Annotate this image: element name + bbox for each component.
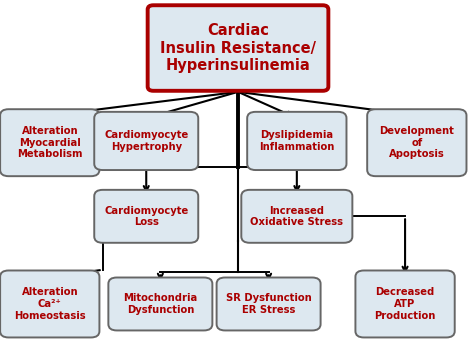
FancyBboxPatch shape [0,109,100,176]
FancyBboxPatch shape [148,5,328,91]
Text: Cardiomyocyte
Loss: Cardiomyocyte Loss [104,206,188,227]
FancyBboxPatch shape [109,277,212,331]
FancyBboxPatch shape [0,270,100,338]
Text: Increased
Oxidative Stress: Increased Oxidative Stress [250,206,343,227]
Text: Cardiomyocyte
Hypertrophy: Cardiomyocyte Hypertrophy [104,130,188,152]
Text: Mitochondria
Dysfunction: Mitochondria Dysfunction [123,293,198,315]
Text: Development
of
Apoptosis: Development of Apoptosis [379,126,454,159]
FancyBboxPatch shape [367,109,466,176]
FancyBboxPatch shape [247,112,346,170]
FancyBboxPatch shape [356,270,455,338]
Text: Dyslipidemia
Inflammation: Dyslipidemia Inflammation [259,130,335,152]
Text: SR Dysfunction
ER Stress: SR Dysfunction ER Stress [226,293,311,315]
Text: Cardiac
Insulin Resistance/
Hyperinsulinemia: Cardiac Insulin Resistance/ Hyperinsulin… [160,23,316,73]
Text: Alteration
Ca²⁺
Homeostasis: Alteration Ca²⁺ Homeostasis [14,287,86,321]
Text: Decreased
ATP
Production: Decreased ATP Production [374,287,436,321]
FancyBboxPatch shape [94,190,198,243]
Text: Alteration
Myocardial
Metabolism: Alteration Myocardial Metabolism [17,126,82,159]
FancyBboxPatch shape [241,190,352,243]
FancyBboxPatch shape [94,112,198,170]
FancyBboxPatch shape [217,277,320,331]
